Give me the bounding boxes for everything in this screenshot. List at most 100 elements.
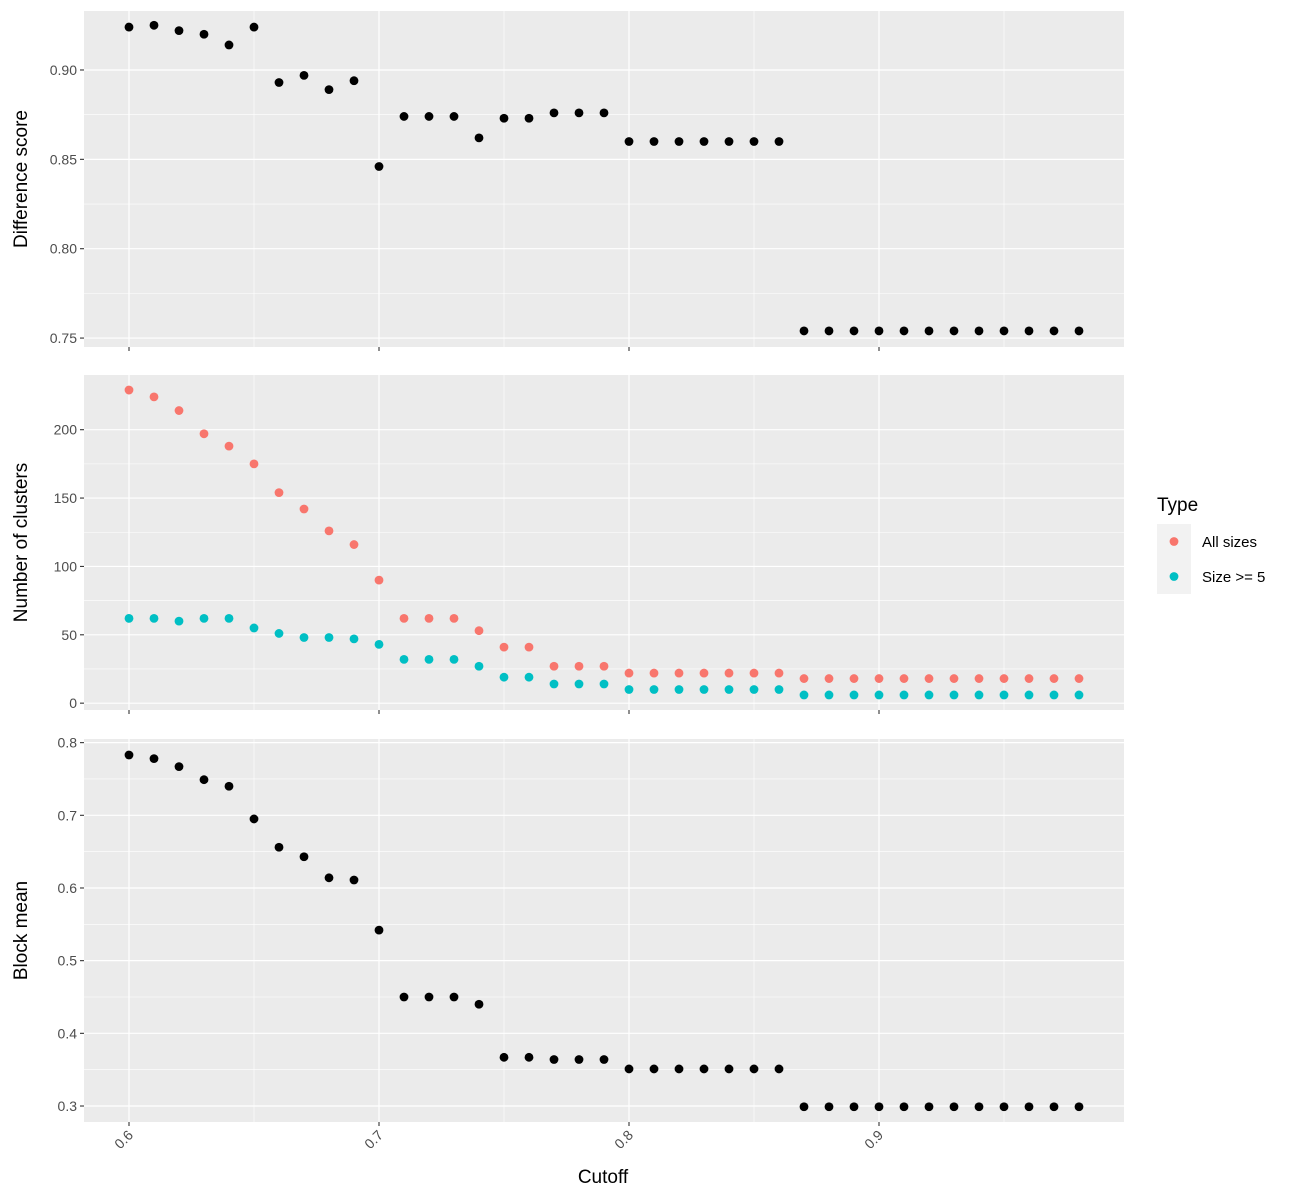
data-point — [349, 875, 359, 885]
data-point — [874, 1102, 884, 1112]
data-point — [824, 674, 834, 683]
data-point — [824, 690, 834, 700]
data-point — [524, 642, 534, 652]
data-point — [524, 672, 534, 682]
data-point — [1024, 1102, 1034, 1112]
data-point — [574, 1055, 584, 1064]
legend-keys: All sizes Size >= 5 — [1157, 524, 1265, 594]
data-point — [924, 326, 934, 336]
y-axis-title: Number of clusters — [11, 463, 32, 622]
data-point — [549, 661, 559, 671]
data-point — [599, 1055, 609, 1064]
y-tick-label: 100 — [54, 558, 78, 574]
y-tick-label: 0.3 — [58, 1098, 78, 1114]
data-point — [874, 690, 884, 700]
data-point — [424, 992, 434, 1002]
data-point — [724, 668, 734, 678]
data-point — [374, 162, 384, 171]
data-point — [674, 1064, 684, 1074]
data-point — [899, 1102, 909, 1112]
data-point — [1074, 690, 1084, 700]
data-point — [474, 999, 484, 1009]
x-tick-label: 0.6 — [111, 1127, 136, 1152]
y-tick-label: 0.85 — [50, 151, 77, 167]
y-tick-label: 200 — [54, 422, 78, 438]
data-point — [699, 685, 709, 694]
data-point — [1074, 1102, 1084, 1112]
data-point — [324, 85, 334, 95]
data-point — [224, 40, 234, 50]
data-point — [299, 70, 309, 80]
data-point — [749, 685, 759, 694]
panel-1: 0.75 0.80 0.85 0.90 Difference score — [11, 11, 1124, 351]
data-point — [224, 441, 234, 451]
data-point — [199, 775, 209, 785]
series-all-sizes — [124, 385, 1084, 683]
data-point — [149, 392, 159, 402]
panel-background — [84, 739, 1124, 1122]
data-point — [699, 137, 709, 146]
data-point — [949, 1102, 959, 1112]
data-point — [299, 633, 309, 642]
data-point — [424, 112, 434, 121]
data-point — [699, 1064, 709, 1074]
data-point — [124, 750, 134, 760]
data-point — [649, 685, 659, 694]
data-point — [549, 108, 559, 118]
y-tick-label: 0.80 — [50, 241, 77, 257]
data-point — [299, 852, 309, 862]
data-point — [674, 685, 684, 694]
panel-background — [84, 11, 1124, 347]
x-tick-label: 0.8 — [611, 1127, 636, 1152]
data-point — [599, 661, 609, 671]
data-point — [174, 26, 184, 36]
data-point — [424, 655, 434, 664]
legend-label: All sizes — [1202, 534, 1257, 551]
data-point — [1049, 674, 1059, 683]
data-point — [849, 1102, 859, 1112]
legend-key-dot — [1169, 537, 1179, 546]
data-point — [474, 626, 484, 636]
panel-2: 0 50 100 150 200 Number of clusters — [11, 375, 1124, 714]
data-point — [349, 540, 359, 549]
data-point — [1049, 326, 1059, 336]
data-point — [399, 655, 409, 664]
data-point — [374, 925, 384, 935]
data-point — [199, 429, 209, 439]
data-point — [224, 781, 234, 791]
data-point — [749, 668, 759, 678]
y-tick-label: 0 — [69, 695, 77, 711]
data-point — [449, 613, 459, 623]
data-point — [1074, 674, 1084, 683]
data-point — [249, 814, 259, 824]
y-tick-label: 0.4 — [58, 1025, 78, 1041]
panel-background — [84, 375, 1124, 710]
data-point — [274, 78, 284, 87]
data-point — [374, 639, 384, 649]
data-point — [824, 326, 834, 336]
data-point — [324, 873, 334, 883]
data-point — [674, 668, 684, 678]
data-point — [774, 1064, 784, 1074]
data-point — [749, 1064, 759, 1074]
data-point — [374, 575, 384, 585]
data-point — [1074, 326, 1084, 336]
data-point — [649, 1064, 659, 1074]
data-point — [399, 992, 409, 1002]
data-point — [1024, 326, 1034, 336]
data-point — [774, 685, 784, 694]
y-tick-label: 0.90 — [50, 62, 77, 78]
series — [124, 20, 1084, 336]
data-point — [624, 685, 634, 694]
data-point — [574, 108, 584, 118]
data-point — [124, 613, 134, 623]
data-point — [949, 326, 959, 336]
data-point — [274, 629, 284, 638]
y-tick-label: 0.7 — [58, 807, 78, 823]
data-point — [549, 1055, 559, 1064]
y-tick-label: 50 — [61, 627, 77, 643]
data-point — [149, 754, 159, 764]
data-point — [724, 685, 734, 694]
data-point — [974, 690, 984, 700]
data-point — [849, 674, 859, 683]
